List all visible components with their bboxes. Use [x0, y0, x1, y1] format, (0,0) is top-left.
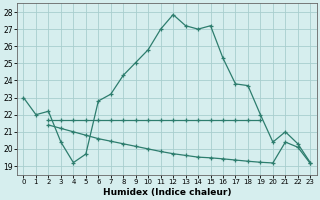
- X-axis label: Humidex (Indice chaleur): Humidex (Indice chaleur): [103, 188, 231, 197]
